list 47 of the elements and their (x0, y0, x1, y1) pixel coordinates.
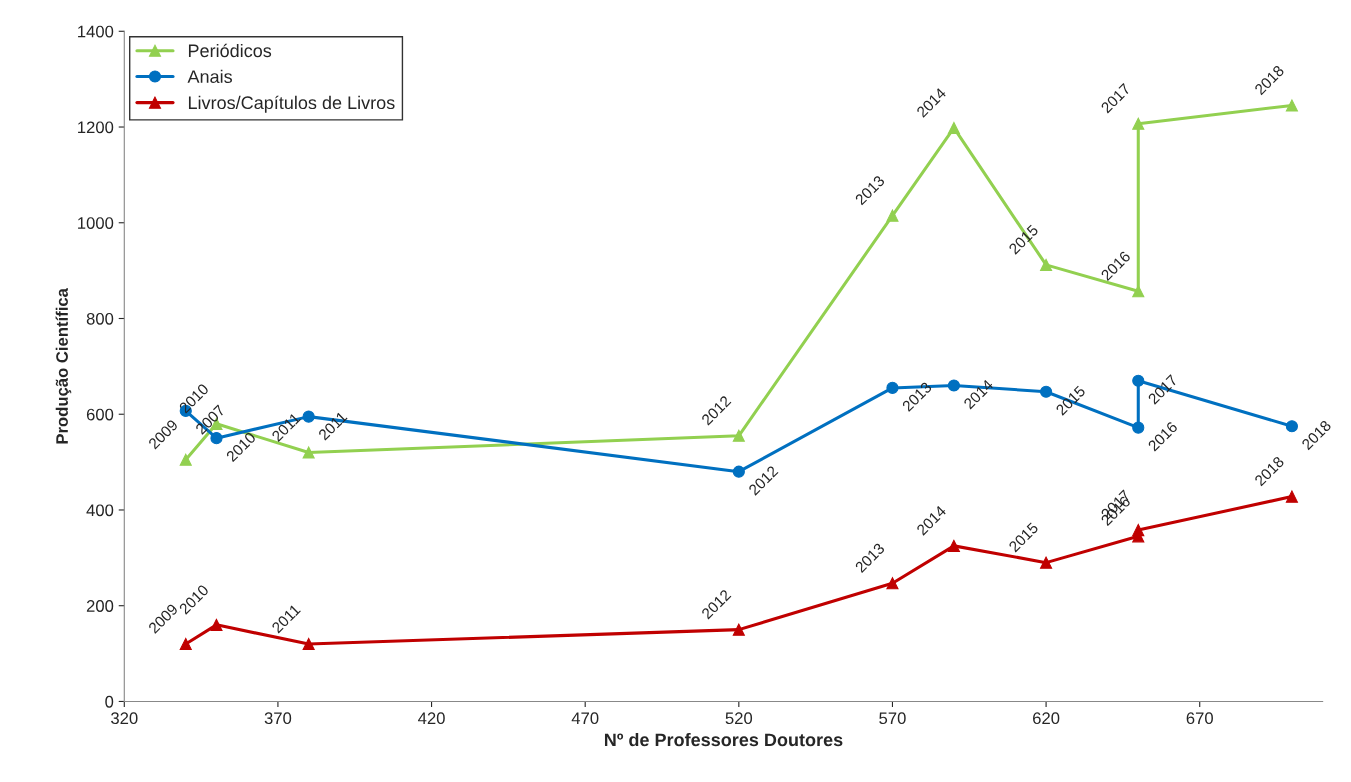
point (1040, 556, 1053, 569)
point (1132, 524, 1145, 537)
point (1285, 490, 1298, 503)
y-tick-label: 1000 (78, 217, 114, 229)
point (1285, 99, 1298, 112)
point (302, 446, 315, 459)
point (1285, 420, 1298, 433)
y-tick-label: 200 (86, 600, 114, 612)
y-tick-label: 600 (86, 408, 114, 421)
point (302, 410, 315, 423)
legend-label: Periódicos (188, 43, 272, 58)
y-tick-label: 1400 (78, 25, 114, 38)
legend-label: Anais (187, 69, 232, 84)
point (947, 539, 960, 552)
point (1132, 421, 1145, 434)
x-tick-label: 370 (264, 712, 292, 725)
point (886, 381, 899, 394)
point (732, 429, 745, 442)
x-tick-label: 570 (879, 712, 906, 725)
point (302, 637, 315, 651)
point (1132, 285, 1145, 298)
point (732, 623, 745, 636)
x-tick-label: 420 (418, 712, 445, 725)
y-tick-label: 1200 (78, 121, 114, 134)
point (732, 465, 745, 478)
point (179, 637, 192, 651)
point (886, 209, 899, 222)
point (1132, 117, 1145, 130)
point (886, 577, 899, 590)
x-tick-label: 470 (571, 712, 599, 725)
point (210, 618, 223, 631)
x-axis-title: Nº de Professores Doutores (604, 732, 843, 747)
y-tick-label: 400 (86, 504, 114, 517)
point (947, 379, 960, 392)
point (1040, 385, 1053, 398)
y-tick-label: 800 (86, 312, 114, 325)
point (947, 121, 960, 135)
point (1132, 374, 1145, 387)
x-tick-label: 620 (1033, 712, 1060, 725)
point (1040, 258, 1053, 271)
x-tick-label: 320 (111, 712, 138, 725)
x-tick-label: 520 (725, 712, 753, 725)
point (179, 453, 192, 466)
legend-label: Livros/Capítulos de Livros (188, 95, 395, 113)
y-axis-title: Produção Científica (55, 288, 72, 444)
x-tick-label: 670 (1186, 712, 1213, 725)
y-tick-label: 0 (105, 695, 114, 708)
